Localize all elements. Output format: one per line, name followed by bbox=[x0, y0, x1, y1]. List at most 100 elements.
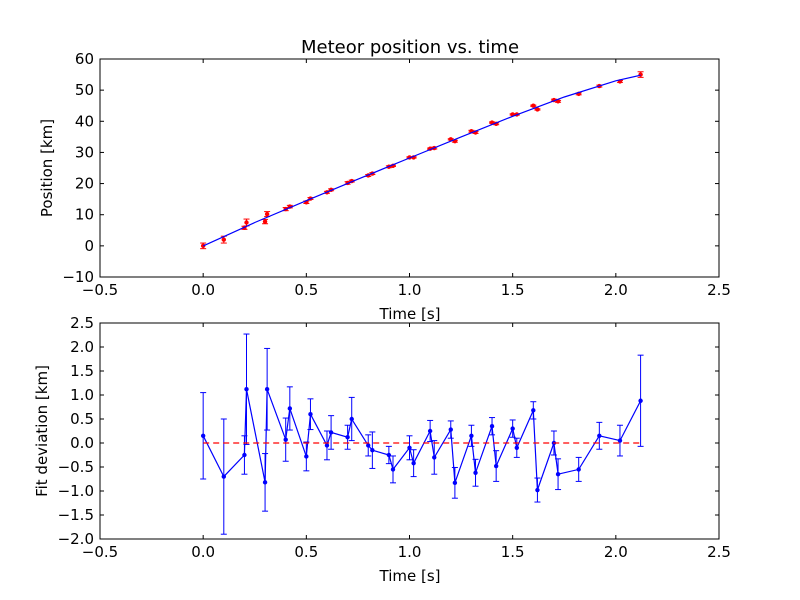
deviation-x-axis-label: Time [s] bbox=[379, 567, 441, 585]
deviation-data-point bbox=[344, 424, 351, 450]
x-tick-label: 0.0 bbox=[191, 543, 215, 561]
x-tick-label: 2.5 bbox=[707, 281, 731, 299]
data-marker bbox=[576, 467, 581, 472]
deviation-data-point bbox=[555, 458, 562, 491]
deviation-y-ticks: −2.0 −1.5 −1.0 −0.5 0.0 0.5 1.0 1.5 2.0 2.5 bbox=[58, 314, 719, 548]
deviation-data-point bbox=[596, 421, 603, 450]
data-marker bbox=[514, 445, 519, 450]
data-marker bbox=[345, 435, 350, 440]
position-x-axis-label: Time [s] bbox=[379, 305, 441, 323]
deviation-data-point bbox=[637, 354, 644, 447]
data-marker bbox=[262, 219, 268, 224]
deviation-data-point bbox=[468, 424, 475, 447]
deviation-data-point bbox=[200, 392, 207, 480]
position-x-ticks: −0.5 0.0 0.5 1.0 1.5 2.0 2.5 bbox=[82, 59, 731, 299]
x-tick-label: 2.5 bbox=[707, 543, 731, 561]
position-data-point bbox=[264, 211, 271, 218]
deviation-data-point bbox=[447, 420, 454, 439]
x-tick-label: 1.5 bbox=[501, 543, 525, 561]
deviation-data-point bbox=[262, 453, 269, 512]
deviation-plot-area bbox=[200, 333, 644, 535]
deviation-data-point bbox=[534, 477, 541, 503]
data-marker bbox=[386, 452, 392, 458]
data-marker bbox=[473, 470, 478, 475]
data-marker bbox=[535, 107, 540, 112]
data-marker bbox=[493, 463, 499, 469]
y-tick-label: 0.0 bbox=[70, 434, 94, 452]
data-marker bbox=[469, 433, 474, 438]
data-marker bbox=[264, 387, 270, 392]
y-tick-label: −1.0 bbox=[58, 482, 94, 500]
deviation-data-point bbox=[431, 440, 438, 475]
deviation-line bbox=[202, 388, 642, 491]
data-marker bbox=[200, 243, 206, 249]
data-marker bbox=[283, 437, 288, 442]
y-tick-label: 60 bbox=[75, 50, 94, 68]
deviation-data-point bbox=[385, 445, 392, 465]
deviation-data-point bbox=[323, 430, 330, 461]
y-tick-label: 1.5 bbox=[70, 362, 94, 380]
x-tick-label: 0.5 bbox=[294, 281, 318, 299]
position-data-point bbox=[200, 242, 207, 250]
y-tick-label: 30 bbox=[75, 143, 94, 161]
x-tick-label: 0.5 bbox=[294, 543, 318, 561]
data-marker bbox=[390, 467, 396, 472]
position-data-point bbox=[220, 235, 227, 244]
position-data-point bbox=[530, 103, 537, 108]
deviation-data-point bbox=[406, 435, 413, 461]
y-tick-label: 40 bbox=[75, 112, 94, 130]
data-marker bbox=[308, 412, 313, 417]
data-marker bbox=[555, 472, 561, 477]
deviation-data-point bbox=[286, 386, 293, 431]
data-marker bbox=[349, 416, 354, 422]
x-tick-label: 2.0 bbox=[604, 281, 628, 299]
deviation-data-point bbox=[509, 419, 516, 438]
deviation-panel: −0.5 0.0 0.5 1.0 1.5 2.0 2.5 −2.0 −1.5 −1.0 −0.5 0… bbox=[33, 314, 731, 585]
y-tick-label: −10 bbox=[62, 268, 94, 286]
fit-curve bbox=[202, 74, 641, 247]
deviation-y-axis-label: Fit deviation [km] bbox=[33, 365, 51, 497]
y-tick-label: 1.0 bbox=[70, 386, 94, 404]
position-y-ticks: −10 0 10 20 30 40 50 60 bbox=[62, 50, 719, 286]
deviation-data-point bbox=[489, 417, 496, 436]
x-tick-label: −0.5 bbox=[82, 543, 118, 561]
data-marker bbox=[200, 433, 206, 438]
y-tick-label: −1.5 bbox=[58, 506, 94, 524]
data-marker bbox=[324, 443, 330, 448]
deviation-data-point bbox=[472, 458, 479, 487]
y-tick-label: 50 bbox=[75, 81, 94, 99]
position-y-axis-label: Position [km] bbox=[38, 119, 56, 217]
data-marker bbox=[448, 427, 453, 432]
deviation-x-ticks: −0.5 0.0 0.5 1.0 1.5 2.0 2.5 bbox=[82, 323, 731, 561]
position-panel: Meteor position vs. time −0.5 0.0 0.5 1.0 1.… bbox=[38, 37, 731, 323]
y-tick-label: −2.0 bbox=[58, 530, 94, 548]
data-marker bbox=[489, 424, 495, 429]
data-marker bbox=[304, 454, 309, 459]
data-marker bbox=[366, 443, 371, 448]
x-tick-label: 1.5 bbox=[501, 281, 525, 299]
deviation-data-point bbox=[307, 398, 314, 431]
deviation-data-point bbox=[410, 449, 417, 478]
x-tick-label: 2.0 bbox=[604, 543, 628, 561]
data-marker bbox=[370, 448, 375, 453]
deviation-data-point bbox=[493, 450, 500, 482]
deviation-data-point bbox=[303, 441, 310, 472]
deviation-data-point bbox=[243, 333, 250, 445]
deviation-data-point bbox=[264, 347, 271, 431]
y-tick-label: 10 bbox=[75, 206, 94, 224]
x-tick-label: 1.0 bbox=[398, 543, 422, 561]
deviation-data-point bbox=[282, 417, 289, 462]
deviation-data-point bbox=[365, 434, 372, 457]
data-marker bbox=[262, 480, 268, 485]
position-marks bbox=[200, 71, 644, 250]
deviation-data-point bbox=[328, 415, 335, 450]
deviation-data-point bbox=[389, 455, 396, 484]
y-tick-label: 0.5 bbox=[70, 410, 94, 428]
y-tick-label: 0 bbox=[84, 237, 94, 255]
y-tick-label: 2.5 bbox=[70, 314, 94, 332]
deviation-data-point bbox=[530, 401, 537, 420]
data-marker bbox=[221, 474, 226, 479]
data-marker bbox=[597, 433, 602, 438]
